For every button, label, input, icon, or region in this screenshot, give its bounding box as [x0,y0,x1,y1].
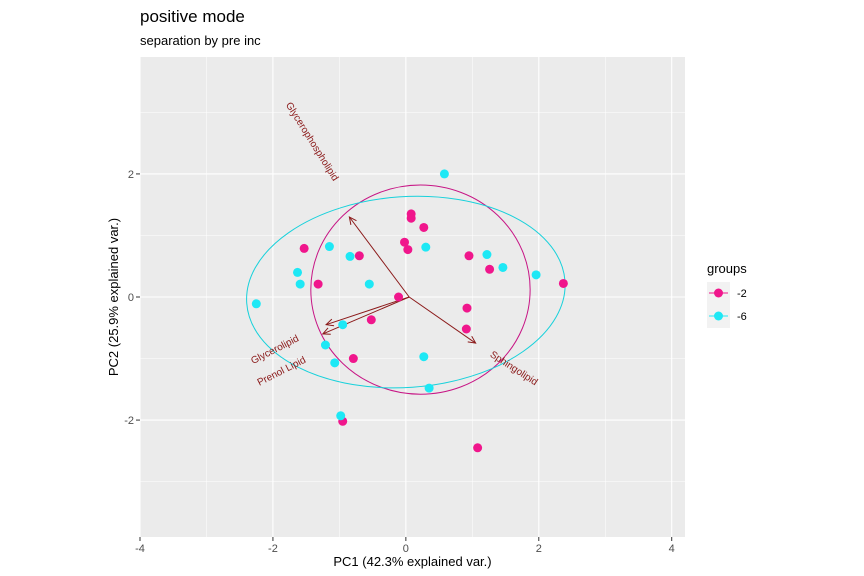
x-tick-label: -4 [135,543,145,555]
x-tick-label: 2 [536,543,542,555]
chart-title: positive mode [140,7,245,26]
point-group--6 [251,299,261,309]
loading-arrow-head [348,216,357,225]
point-group--2 [419,222,429,232]
y-tick-label: 0 [128,292,134,304]
point-group--2 [354,251,364,261]
point-group--2 [403,245,413,255]
x-tick-label: 4 [669,543,675,555]
point-group--2 [461,324,471,334]
point-group--6 [293,267,303,277]
point-group--2 [558,278,568,288]
x-axis-ticks: -4 -2 0 2 4 [135,537,675,555]
grid-lines [139,57,685,537]
point-group--6 [424,383,434,393]
loading-arrows [321,216,477,344]
chart-subtitle: separation by pre inc [140,33,261,48]
point-group--6 [345,251,355,261]
point-group--6 [364,279,374,289]
point-group--2 [406,213,416,223]
legend-key-point [714,288,723,298]
point-group--2 [400,237,410,247]
legend: groups -2 -6 [707,261,747,328]
y-tick-label: 2 [128,169,134,181]
loading-arrow-shaft [322,296,410,335]
x-axis-label: PC1 (42.3% explained var.) [333,554,491,569]
point-group--6 [421,242,431,252]
x-tick-label: 0 [403,543,409,555]
point-group--6 [419,352,429,362]
legend-label: -6 [737,311,747,323]
y-axis-label: PC2 (25.9% explained var.) [106,218,121,376]
point-group--6 [330,358,340,368]
y-tick-label: -2 [124,415,134,427]
loading-arrow-shaft [408,296,476,344]
point-group--2 [366,315,376,325]
point-group--6 [336,411,346,421]
point-group--6 [295,279,305,289]
point-group--2 [473,443,483,453]
point-group--2 [299,243,309,253]
y-axis-ticks: -2 0 2 [124,169,140,427]
legend-items: -2 -6 [707,282,747,328]
point-group--6 [498,262,508,272]
point-group--6 [531,270,541,280]
loading-arrow-head [467,335,477,344]
data-points [251,169,568,453]
ellipse-group--2 [310,184,531,395]
point-group--6 [482,250,492,260]
point-group--2 [348,354,358,364]
point-group--6 [320,340,330,350]
point-group--2 [462,303,472,313]
loading-arrow-head [325,318,335,327]
point-group--6 [324,242,334,252]
point-group--2 [464,251,474,261]
loading-arrow-shaft [348,216,410,298]
point-group--6 [338,320,348,330]
point-group--6 [439,169,449,179]
loading-arrow-head [321,327,331,335]
legend-label: -2 [737,288,747,300]
point-group--2 [313,279,323,289]
legend-title: groups [707,261,747,276]
loading-arrow-shaft [325,296,410,326]
legend-key-point [714,311,723,321]
point-group--2 [394,292,404,302]
point-group--2 [485,264,495,274]
x-tick-label: -2 [268,543,278,555]
